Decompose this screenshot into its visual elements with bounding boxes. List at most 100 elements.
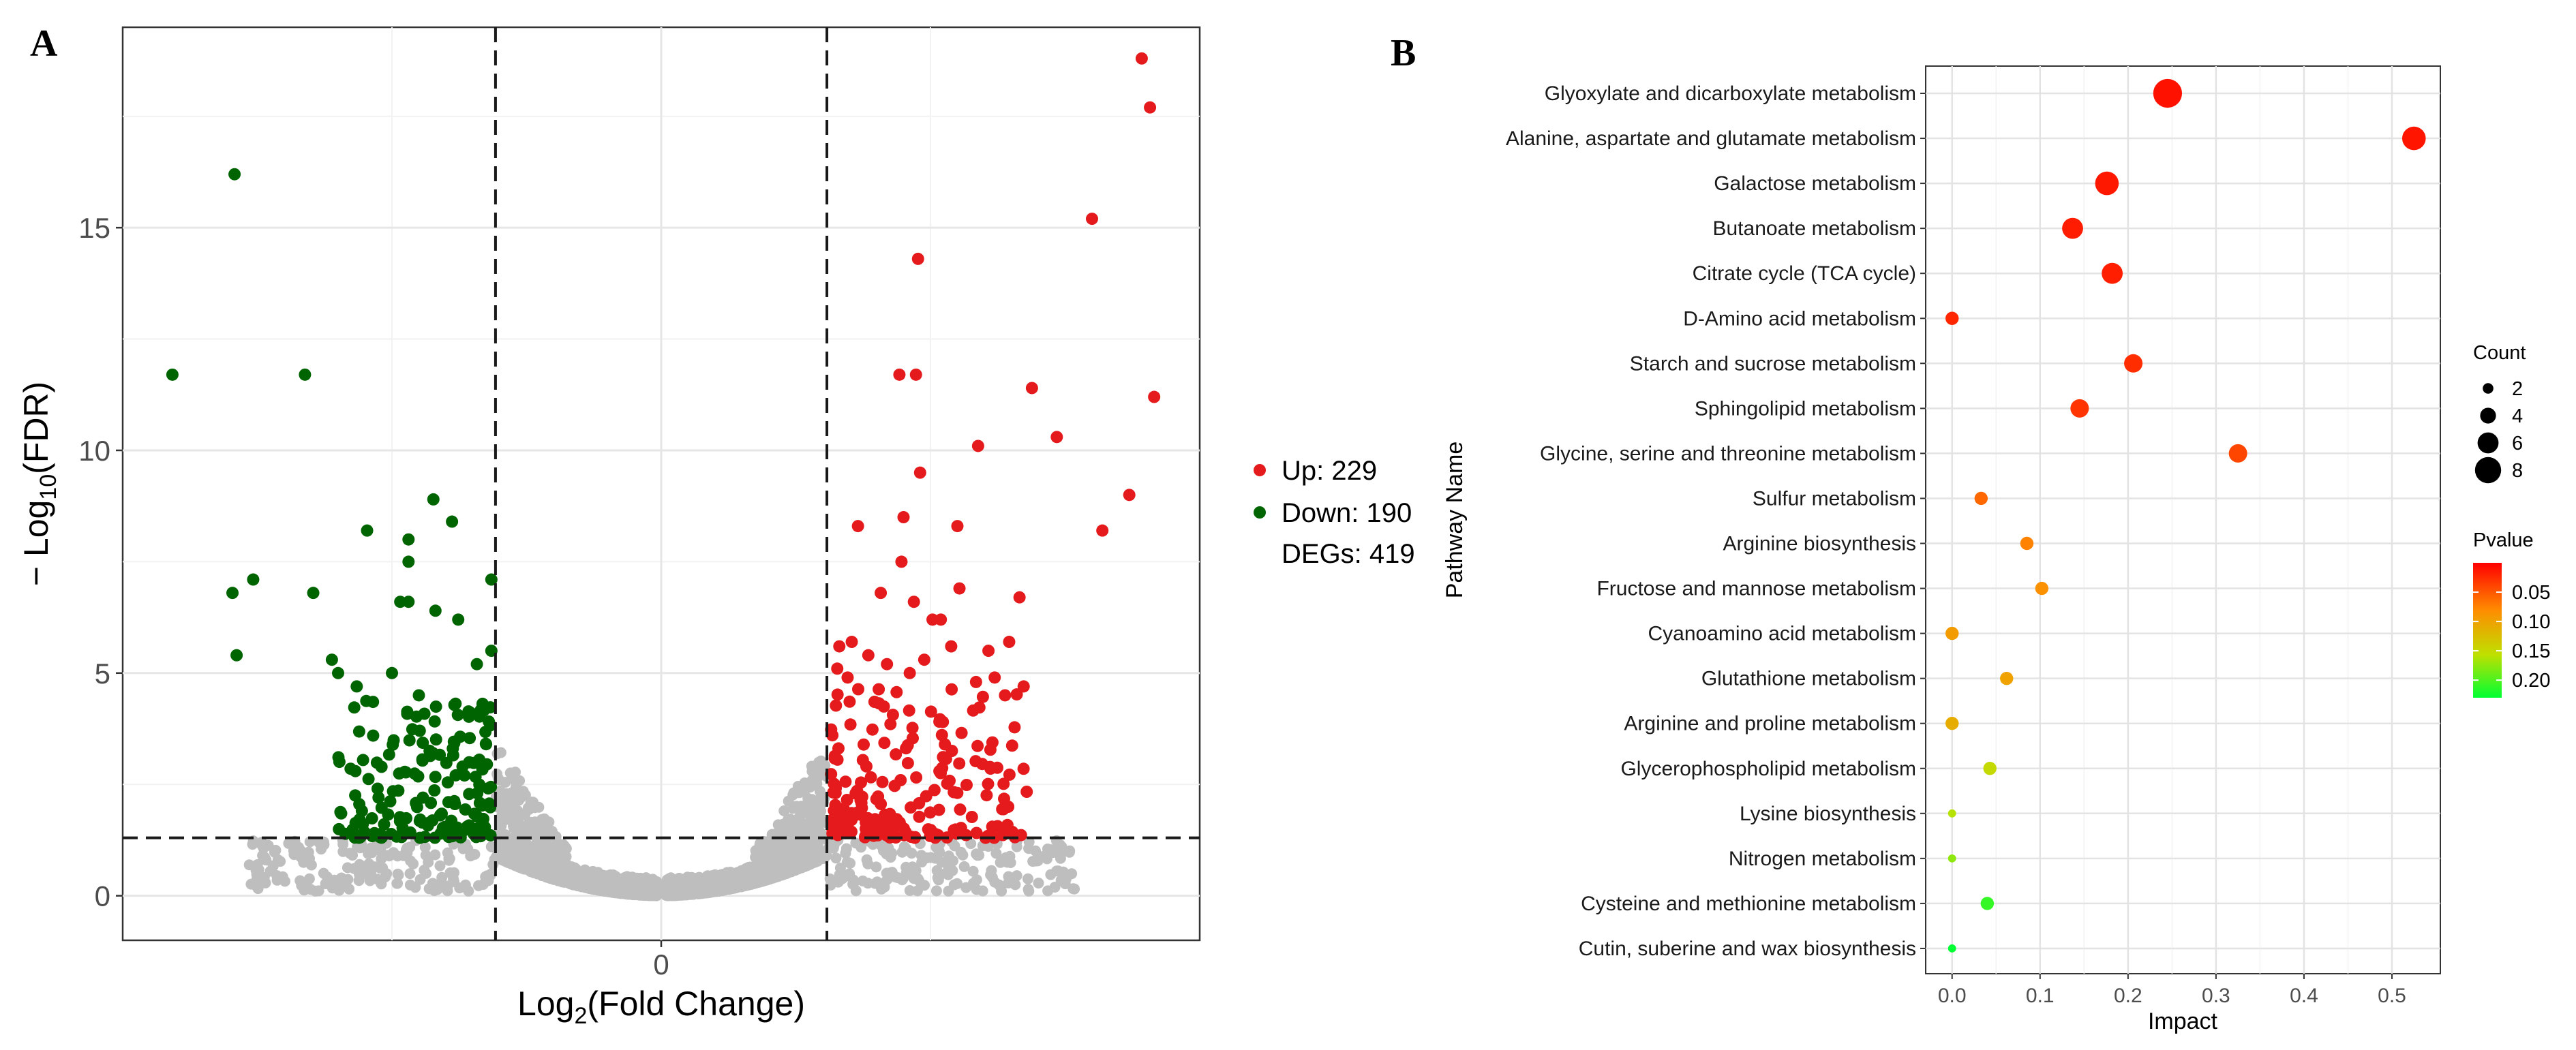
down-point <box>402 596 415 608</box>
ns-point <box>576 867 588 878</box>
ns-point <box>810 839 821 850</box>
up-point <box>1002 801 1015 813</box>
down-point <box>406 723 419 736</box>
down-point <box>428 715 441 728</box>
down-point <box>325 653 338 666</box>
up-point <box>903 666 916 679</box>
pathway-label: Glycine, serine and threonine metabolism <box>1540 442 1916 465</box>
up-point <box>909 368 922 381</box>
ns-point <box>511 827 522 839</box>
pathway-label: Cyanoamino acid metabolism <box>1648 623 1916 645</box>
pathway-label: Citrate cycle (TCA cycle) <box>1693 262 1916 285</box>
ns-point <box>404 868 416 880</box>
up-point <box>955 726 968 739</box>
up-point <box>828 752 841 765</box>
down-point <box>412 689 425 702</box>
up-point <box>976 690 989 703</box>
pathway-point <box>2070 399 2089 418</box>
ns-point <box>414 874 426 885</box>
ns-point <box>857 875 868 886</box>
ns-point <box>525 816 536 828</box>
down-point <box>449 769 462 782</box>
pathway-point <box>1948 854 1956 863</box>
ns-point <box>693 887 704 899</box>
ns-point <box>419 841 431 853</box>
up-point <box>1010 688 1023 701</box>
count-legend-label: 4 <box>2512 405 2523 427</box>
up-point <box>860 760 873 773</box>
up-point <box>852 683 864 696</box>
impact-tick-label: 0.3 <box>2202 985 2230 1007</box>
down-point <box>357 754 369 767</box>
up-point <box>953 582 966 595</box>
up-point <box>907 596 920 608</box>
up-point <box>913 797 926 809</box>
ns-point <box>434 860 446 871</box>
ns-point <box>739 865 751 877</box>
up-point <box>1096 524 1109 537</box>
down-point <box>427 493 440 506</box>
volcano-y-axis-title: − Log10(FDR) <box>17 382 61 586</box>
ns-point <box>318 867 329 879</box>
ns-point <box>875 880 886 891</box>
ns-point <box>512 807 524 819</box>
down-point <box>410 801 423 814</box>
ns-point <box>288 849 300 861</box>
down-point <box>485 573 498 586</box>
up-point <box>933 803 945 816</box>
down-point <box>454 730 467 743</box>
ns-point <box>485 841 497 852</box>
ns-point <box>393 869 404 881</box>
down-point <box>479 726 492 739</box>
ns-point <box>957 849 969 861</box>
ns-point <box>813 818 824 829</box>
up-point <box>953 757 966 770</box>
down-point <box>414 813 427 826</box>
ns-point <box>532 845 543 856</box>
up-point <box>831 662 844 675</box>
up-point <box>843 695 856 708</box>
down-point <box>470 658 483 670</box>
volcano-plot-panel: A 0 5 10 15 0 Log2(Fold Change) − Log10(FDR)… <box>17 22 1415 1029</box>
ns-point <box>1067 883 1079 895</box>
down-point <box>480 738 493 751</box>
ns-point <box>408 858 419 869</box>
ns-point <box>506 787 517 799</box>
down-regulated-points <box>166 168 498 844</box>
up-point <box>945 745 958 757</box>
ns-point <box>1038 850 1050 862</box>
ns-point <box>915 850 927 861</box>
ns-point <box>337 846 349 857</box>
x-tick-label: 0 <box>653 948 669 980</box>
down-point <box>473 710 486 723</box>
up-point <box>840 794 853 806</box>
ns-point <box>958 861 970 872</box>
up-point <box>1135 52 1148 65</box>
up-point <box>833 640 846 653</box>
up-point <box>984 760 997 773</box>
impact-tick-label: 0.0 <box>1938 985 1967 1007</box>
ns-point <box>340 880 352 891</box>
ns-point <box>811 796 823 807</box>
down-point <box>349 816 362 829</box>
up-point <box>873 697 885 710</box>
ns-point <box>862 858 874 869</box>
up-point <box>866 723 879 736</box>
up-point <box>878 737 891 750</box>
ns-point <box>271 870 283 881</box>
ns-point <box>496 788 508 799</box>
pvalue-legend-label: 0.10 <box>2512 611 2550 633</box>
down-point <box>446 749 459 762</box>
ns-point <box>1010 879 1021 891</box>
down-point <box>375 801 388 814</box>
down-point <box>446 515 459 528</box>
legend-up-label: Up: 229 <box>1282 456 1377 486</box>
ns-point <box>1004 850 1016 862</box>
ns-point <box>297 877 309 889</box>
legend-down-label: Down: 190 <box>1282 498 1412 528</box>
up-point <box>1008 721 1021 734</box>
up-point <box>890 748 903 761</box>
ns-point <box>766 854 778 865</box>
pathway-point <box>1945 626 1959 640</box>
down-point <box>402 555 415 568</box>
